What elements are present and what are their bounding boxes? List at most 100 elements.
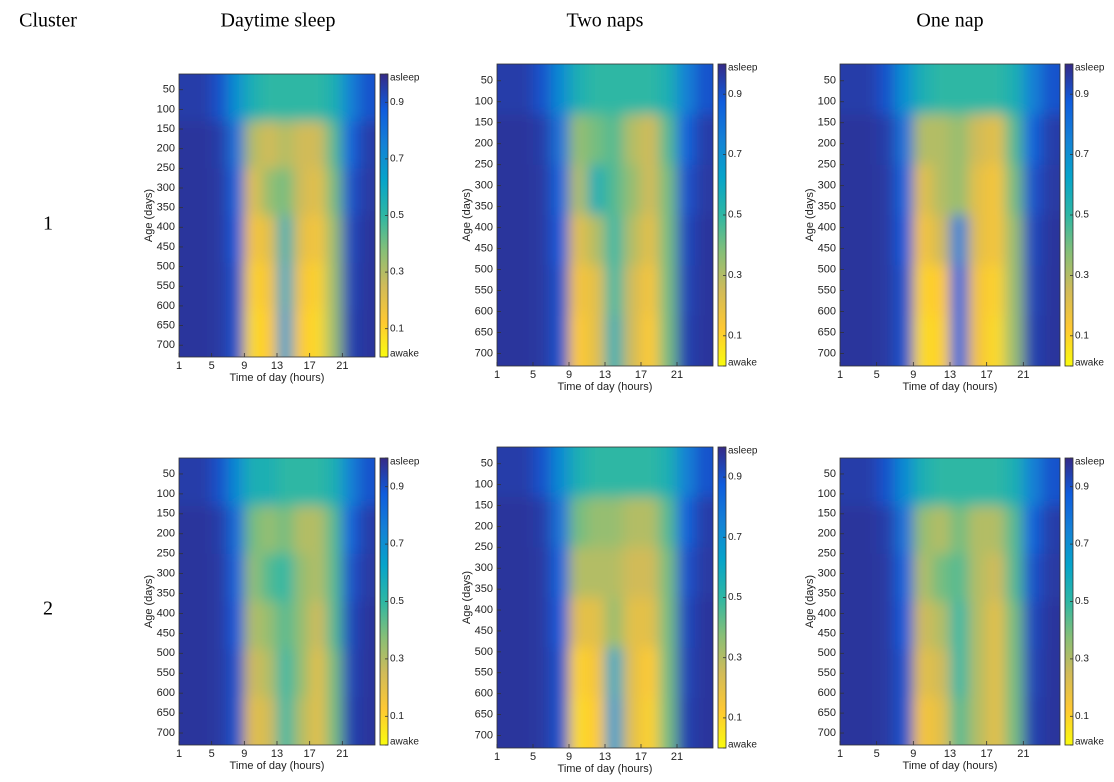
heatmap-cell	[277, 458, 294, 507]
colorbar-tick-label: 0.9	[390, 481, 404, 492]
heatmap-cell	[342, 74, 360, 122]
heatmap-cell	[244, 215, 262, 264]
heatmap-cell	[931, 505, 951, 555]
y-tick-label: 250	[475, 541, 493, 553]
heatmap-cell	[260, 458, 278, 507]
heatmap-cell	[623, 497, 642, 548]
heatmap-cell	[497, 215, 516, 266]
colorbar-tick-label: 0.9	[1075, 481, 1089, 492]
colorbar-tick-label: 0.1	[390, 711, 404, 722]
heatmap-cell	[931, 553, 951, 602]
heatmap-cell	[1023, 114, 1043, 166]
y-tick-label: 450	[475, 625, 493, 637]
heatmap-cell	[179, 601, 196, 650]
heatmap-cell	[358, 309, 375, 357]
x-tick-label: 21	[336, 360, 348, 372]
heatmap-cells	[497, 64, 713, 366]
x-axis-label: Time of day (hours)	[230, 372, 325, 384]
x-tick-label: 21	[671, 369, 683, 381]
x-axis-label: Time of day (hours)	[903, 381, 998, 393]
heatmap-cell	[244, 505, 262, 555]
heatmap-cell	[211, 121, 229, 169]
heatmap-cell	[840, 215, 859, 266]
heatmap-cell	[244, 458, 262, 507]
heatmap-cell	[876, 553, 896, 602]
heatmap-cell	[497, 647, 516, 699]
heatmap-cell	[260, 215, 278, 264]
heatmap-cell	[515, 647, 534, 699]
heatmap-cell	[1041, 114, 1060, 166]
heatmap-cell	[293, 309, 311, 357]
y-tick-label: 300	[157, 568, 175, 580]
heatmap-cell	[641, 597, 660, 649]
heatmap-cell	[840, 64, 859, 115]
heatmap-cell	[358, 168, 375, 216]
y-tick-label: 650	[818, 707, 836, 719]
y-tick-label: 450	[818, 627, 836, 639]
heatmap-cell	[968, 265, 988, 317]
colorbar-tick-label: 0.3	[728, 652, 742, 663]
heatmap-cell	[1005, 697, 1024, 745]
colorbar-tick-label: 0.7	[728, 149, 742, 160]
heatmap-cell	[342, 262, 360, 311]
heatmap-cell	[913, 215, 933, 266]
x-tick-label: 17	[304, 360, 316, 372]
heatmap-cell	[659, 114, 678, 166]
heatmap-cell	[228, 121, 245, 169]
heatmap-cell	[533, 697, 552, 748]
heatmap-cell	[968, 315, 988, 366]
y-tick-label: 650	[157, 319, 175, 331]
heatmap-cell	[895, 601, 914, 650]
heatmap-cell	[913, 697, 933, 745]
heatmap-cell	[179, 121, 196, 169]
heatmap-cell	[659, 315, 678, 366]
heatmap-cell	[326, 309, 343, 357]
heatmap-cell	[876, 164, 896, 216]
heatmap-cell	[641, 265, 660, 317]
heatmap-cell	[309, 121, 327, 169]
heatmap-cell	[623, 697, 642, 748]
heatmap-cell	[913, 315, 933, 366]
heatmap-cell	[623, 215, 642, 266]
heatmap-cell	[309, 601, 327, 650]
heatmap-cell	[695, 697, 713, 748]
heatmap-cell	[913, 458, 933, 507]
y-tick-label: 650	[818, 326, 836, 338]
heatmap-cell	[179, 505, 196, 555]
heatmap-cell	[986, 215, 1006, 266]
heatmap-cell	[623, 597, 642, 649]
heatmap-cell	[277, 168, 294, 216]
heatmap-cell	[950, 265, 969, 317]
heatmap-cell	[605, 547, 624, 598]
heatmap-cell	[533, 215, 552, 266]
heatmap-cell	[244, 553, 262, 602]
heatmap-cell	[260, 121, 278, 169]
heatmap-cell	[1041, 64, 1060, 115]
heatmap-area	[497, 447, 713, 748]
heatmap-cell	[260, 553, 278, 602]
heatmap-cell	[569, 64, 588, 115]
y-tick-label: 400	[818, 607, 836, 619]
heatmap-cell	[515, 64, 534, 115]
heatmap-cell	[1005, 553, 1024, 602]
heatmap-cell	[876, 649, 896, 698]
heatmap-cell	[840, 114, 859, 166]
x-tick-label: 5	[874, 748, 880, 760]
heatmap-area	[840, 64, 1060, 366]
y-tick-label: 350	[157, 587, 175, 599]
heatmap-cell	[293, 505, 311, 555]
heatmap-cell	[623, 447, 642, 498]
heatmap-cell	[358, 262, 375, 311]
heatmap-cell	[260, 601, 278, 650]
heatmap-cell	[1005, 315, 1024, 366]
heatmap-cell	[587, 697, 606, 748]
heatmap-cell	[950, 114, 969, 166]
y-axis-label: Age (days)	[143, 575, 155, 628]
heatmap-cell	[623, 64, 642, 115]
heatmap-cell	[551, 265, 570, 317]
heatmap-cell	[623, 265, 642, 317]
heatmap-cell	[858, 553, 878, 602]
heatmap-cell	[179, 74, 196, 122]
heatmap-cell	[309, 74, 327, 122]
heatmap-cell	[876, 601, 896, 650]
